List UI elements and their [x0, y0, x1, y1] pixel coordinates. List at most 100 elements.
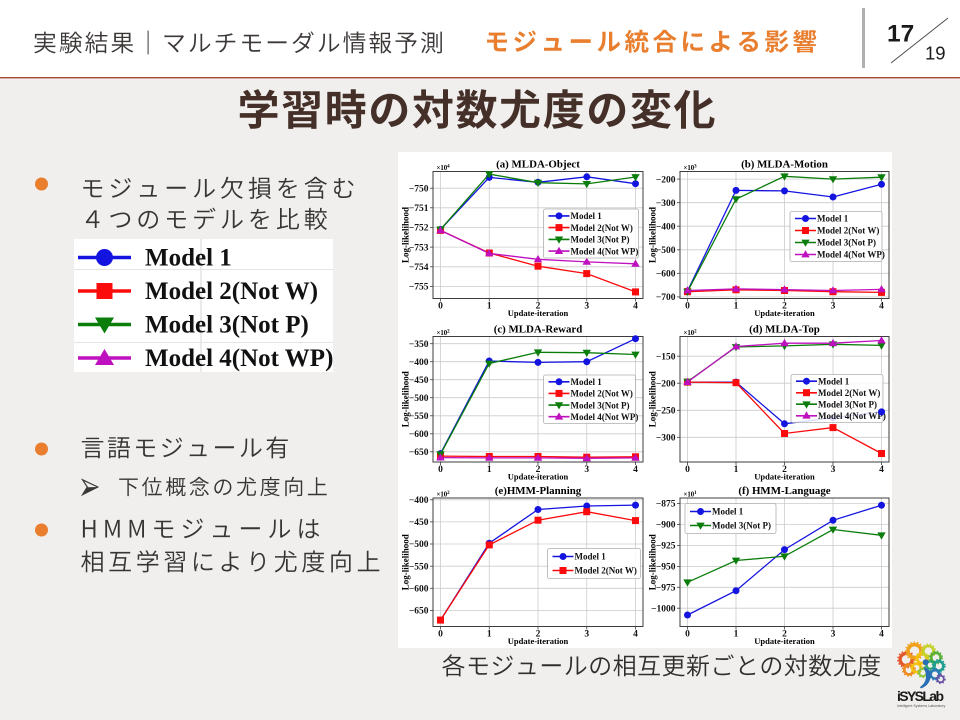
- svg-text:Model 1: Model 1: [817, 214, 849, 224]
- svg-text:(f) HMM-Language: (f) HMM-Language: [738, 485, 830, 497]
- svg-text:Model 3(Not P): Model 3(Not P): [145, 312, 309, 339]
- svg-text:×101: ×101: [684, 491, 698, 498]
- svg-text:−753: −753: [409, 243, 429, 253]
- svg-text:2: 2: [782, 302, 787, 312]
- svg-text:4: 4: [879, 630, 884, 640]
- svg-text:(a) MLDA-Object: (a) MLDA-Object: [496, 159, 580, 171]
- svg-text:−900: −900: [656, 521, 676, 531]
- svg-text:Model 3(Not P): Model 3(Not P): [571, 235, 630, 245]
- svg-text:3: 3: [831, 302, 836, 312]
- svg-text:2: 2: [536, 302, 541, 312]
- svg-text:−600: −600: [409, 585, 429, 595]
- svg-text:−600: −600: [409, 430, 429, 440]
- svg-text:Model 2(Not W): Model 2(Not W): [575, 566, 637, 576]
- svg-text:4: 4: [633, 465, 638, 475]
- svg-text:−300: −300: [656, 199, 676, 209]
- svg-text:×102: ×102: [684, 330, 698, 337]
- svg-text:−754: −754: [409, 263, 429, 273]
- svg-text:−200: −200: [656, 175, 676, 185]
- svg-text:1: 1: [734, 302, 739, 312]
- svg-text:(e)HMM-Planning: (e)HMM-Planning: [495, 485, 582, 497]
- svg-text:(b) MLDA-Motion: (b) MLDA-Motion: [741, 159, 828, 171]
- svg-text:Model 1: Model 1: [818, 376, 850, 386]
- svg-text:Model 1: Model 1: [712, 507, 744, 517]
- svg-text:0: 0: [685, 302, 690, 312]
- svg-text:−752: −752: [409, 224, 429, 234]
- svg-text:−650: −650: [409, 607, 429, 617]
- svg-text:Model 4(Not WP): Model 4(Not WP): [818, 411, 886, 421]
- svg-text:Log-likelihood: Log-likelihood: [648, 371, 658, 427]
- svg-text:2: 2: [782, 630, 787, 640]
- svg-text:Intelligent Systems Laboratory: Intelligent Systems Laboratory: [897, 704, 946, 708]
- svg-text:Model 4(Not WP): Model 4(Not WP): [571, 412, 639, 422]
- svg-text:−450: −450: [409, 376, 429, 386]
- svg-text:−751: −751: [409, 204, 429, 214]
- svg-text:1: 1: [734, 630, 739, 640]
- svg-text:Model 2(Not W): Model 2(Not W): [571, 389, 633, 399]
- svg-text:−400: −400: [409, 496, 429, 506]
- svg-text:3: 3: [584, 465, 589, 475]
- svg-text:×102: ×102: [437, 330, 451, 337]
- svg-text:2: 2: [782, 465, 787, 475]
- svg-text:−700: −700: [656, 293, 676, 303]
- svg-text:Update-iteration: Update-iteration: [508, 308, 569, 318]
- svg-text:Update-iteration: Update-iteration: [754, 308, 815, 318]
- svg-text:2: 2: [536, 630, 541, 640]
- svg-text:−500: −500: [656, 246, 676, 256]
- svg-text:−300: −300: [656, 434, 676, 444]
- svg-text:−550: −550: [409, 562, 429, 572]
- svg-text:−1000: −1000: [651, 605, 676, 615]
- svg-text:0: 0: [685, 465, 690, 475]
- svg-text:−400: −400: [409, 358, 429, 368]
- svg-text:1: 1: [487, 465, 492, 475]
- svg-text:×103: ×103: [684, 165, 698, 172]
- svg-text:3: 3: [584, 630, 589, 640]
- svg-text:Model 3(Not P): Model 3(Not P): [571, 400, 630, 410]
- svg-text:Update-iteration: Update-iteration: [508, 636, 569, 646]
- svg-text:×102: ×102: [437, 491, 451, 498]
- svg-text:Model 3(Not P): Model 3(Not P): [818, 399, 877, 409]
- svg-text:−600: −600: [656, 270, 676, 280]
- svg-text:−450: −450: [409, 518, 429, 528]
- svg-text:×104: ×104: [437, 165, 451, 172]
- svg-text:−250: −250: [656, 407, 676, 417]
- svg-text:Log-likelihood: Log-likelihood: [648, 207, 658, 263]
- svg-text:0: 0: [438, 465, 443, 475]
- svg-text:Log-likelihood: Log-likelihood: [401, 207, 411, 263]
- svg-text:Model 2(Not W): Model 2(Not W): [571, 223, 633, 233]
- svg-text:Model 1: Model 1: [145, 245, 232, 272]
- svg-text:3: 3: [831, 465, 836, 475]
- svg-text:4: 4: [879, 302, 884, 312]
- svg-text:Model 2(Not W): Model 2(Not W): [817, 226, 879, 236]
- svg-text:iSYSLab: iSYSLab: [897, 688, 944, 704]
- svg-text:1: 1: [487, 630, 492, 640]
- svg-text:4: 4: [633, 630, 638, 640]
- svg-text:3: 3: [831, 630, 836, 640]
- svg-text:−500: −500: [409, 394, 429, 404]
- svg-text:Model 2(Not W): Model 2(Not W): [818, 388, 880, 398]
- svg-text:Model 4(Not WP): Model 4(Not WP): [817, 250, 885, 260]
- svg-text:1: 1: [734, 465, 739, 475]
- svg-text:−200: −200: [656, 379, 676, 389]
- svg-text:−925: −925: [656, 542, 676, 552]
- svg-text:Model 1: Model 1: [571, 377, 603, 387]
- svg-text:1: 1: [487, 302, 492, 312]
- svg-text:Model 4(Not WP): Model 4(Not WP): [145, 345, 333, 372]
- svg-text:−350: −350: [409, 340, 429, 350]
- svg-text:0: 0: [685, 630, 690, 640]
- svg-text:Log-likelihood: Log-likelihood: [648, 534, 658, 590]
- svg-text:−150: −150: [656, 352, 676, 362]
- svg-text:−650: −650: [409, 448, 429, 458]
- svg-text:19: 19: [925, 43, 946, 64]
- svg-text:Model 3(Not P): Model 3(Not P): [817, 238, 876, 248]
- svg-text:Model 3(Not P): Model 3(Not P): [712, 521, 771, 531]
- svg-text:Update-iteration: Update-iteration: [754, 636, 815, 646]
- svg-text:4: 4: [633, 302, 638, 312]
- svg-text:(d) MLDA-Top: (d) MLDA-Top: [749, 324, 820, 336]
- svg-text:−755: −755: [409, 283, 429, 293]
- svg-text:Log-likelihood: Log-likelihood: [401, 371, 411, 427]
- svg-text:(c) MLDA-Reward: (c) MLDA-Reward: [494, 324, 583, 336]
- svg-text:0: 0: [438, 630, 443, 640]
- svg-text:−875: −875: [656, 500, 676, 510]
- svg-text:2: 2: [536, 465, 541, 475]
